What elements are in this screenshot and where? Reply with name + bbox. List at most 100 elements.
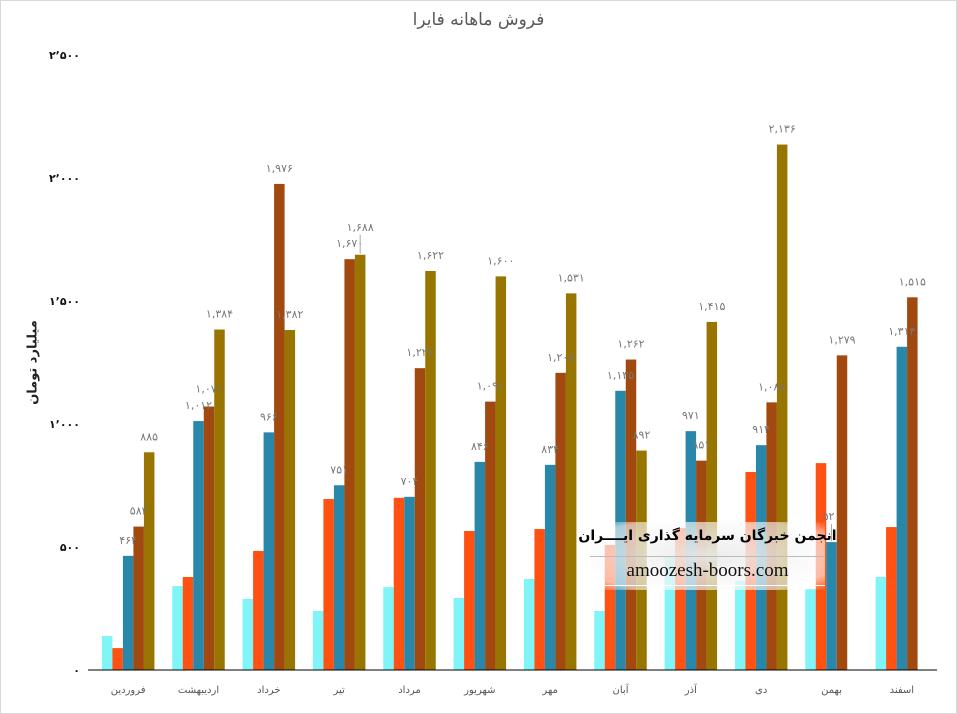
data-label: ۹۶۶ — [260, 410, 278, 423]
bar-series-3 — [263, 432, 275, 670]
x-tick-label: آبان — [613, 683, 630, 696]
bar-series-1 — [734, 580, 746, 670]
data-label: ۸۸۵ — [140, 430, 158, 443]
bar-series-1 — [875, 577, 887, 670]
bar-series-2 — [534, 529, 545, 670]
y-tick-label: ۲٬۰۰۰ — [49, 172, 80, 185]
bar-series-1 — [523, 578, 535, 670]
bar-series-4 — [344, 259, 355, 670]
bar-series-2 — [182, 577, 194, 670]
x-tick-label: مهر — [541, 685, 557, 696]
data-label: ۱,۱۳۵ — [607, 369, 634, 382]
bar-series-4 — [203, 406, 215, 670]
data-label: ۱,۹۷۶ — [266, 162, 293, 175]
x-tick-label: تیر — [333, 685, 346, 696]
bar-series-2 — [604, 545, 616, 670]
bar-series-2 — [393, 497, 405, 670]
bar-series-3 — [333, 485, 345, 670]
x-tick-label: اسفند — [890, 685, 914, 696]
y-tick-label: ۱٬۵۰۰ — [49, 295, 80, 308]
bar-series-3 — [896, 346, 908, 670]
bar-series-4 — [485, 401, 496, 670]
bar-series-1 — [101, 636, 113, 670]
x-tick-label: اردیبهشت — [178, 685, 219, 696]
data-label: ۸۳۴ — [541, 443, 559, 456]
data-label: ۱,۶۷۰ — [336, 237, 363, 250]
bar-series-1 — [664, 557, 676, 670]
watermark: انجمن خبرگان سرمایه گذاری ایــــران amoo… — [578, 522, 837, 590]
data-label: ۱,۳۱۴ — [888, 325, 915, 338]
data-label: ۱,۵۱۵ — [899, 275, 926, 288]
data-label: ۱,۲۰۸ — [547, 351, 574, 364]
watermark-divider — [605, 585, 825, 586]
data-label: ۷۵۱ — [330, 463, 348, 476]
bar-series-1 — [805, 589, 816, 670]
x-tick-label: دی — [755, 685, 767, 696]
data-label: ۸۵۱ — [692, 439, 710, 452]
data-label: ۵۲۰ — [823, 510, 841, 523]
watermark-divider — [590, 556, 825, 557]
bar-series-4 — [836, 355, 848, 670]
bar-series-3 — [474, 461, 486, 670]
bar-series-1 — [242, 598, 254, 670]
bar-series-4 — [907, 297, 918, 670]
bar-series-1 — [312, 610, 324, 670]
data-label: ۹۱۴ — [752, 423, 770, 436]
data-label: ۱,۴۱۵ — [698, 300, 725, 313]
x-tick-label: فروردین — [111, 685, 146, 696]
bar-series-4 — [133, 526, 144, 670]
bar-series-2 — [464, 531, 475, 670]
bar-series-3 — [404, 496, 415, 670]
chart-title: فروش ماهانه فایرا — [412, 10, 545, 30]
bar-series-4 — [555, 372, 566, 670]
bar-series-4 — [414, 368, 426, 670]
y-tick-label: ۱٬۰۰۰ — [49, 418, 80, 431]
data-label: ۵۸۳ — [130, 505, 148, 518]
bar-series-5 — [354, 254, 366, 670]
bar-series-3 — [826, 542, 837, 670]
data-label: ۲,۱۳۶ — [769, 123, 796, 136]
bar-series-1 — [594, 610, 605, 670]
data-label: ۱,۰۹۱ — [477, 380, 504, 393]
data-label: ۱,۳۸۲ — [276, 308, 303, 321]
bar-series-3 — [193, 421, 204, 670]
x-tick-label: مرداد — [398, 685, 421, 696]
data-label: ۱,۲۶۲ — [617, 338, 644, 351]
bar-series-1 — [172, 586, 183, 670]
data-label: ۱,۶۲۲ — [417, 249, 444, 262]
bar-series-5 — [565, 293, 577, 670]
data-label: ۹۷۱ — [682, 409, 700, 422]
bar-series-5 — [706, 321, 718, 670]
bar-series-5 — [776, 144, 788, 670]
bar-series-5 — [495, 276, 507, 670]
data-label: ۸۹۲ — [633, 429, 651, 442]
bar-series-3 — [122, 555, 134, 670]
bar-series-1 — [383, 587, 394, 670]
data-label: ۱,۲۷۹ — [828, 333, 855, 346]
bar-series-2 — [323, 499, 334, 670]
bar-series-3 — [544, 464, 556, 670]
bar-series-1 — [453, 597, 465, 670]
bar-series-2 — [112, 648, 123, 670]
x-tick-label: شهریور — [463, 685, 495, 696]
bar-series-5 — [214, 329, 225, 670]
x-tick-label: آذر — [684, 683, 698, 696]
data-label: ۴۶۴ — [119, 534, 137, 547]
y-tick-label: ۲٬۵۰۰ — [49, 49, 80, 62]
watermark-name: انجمن خبرگان سرمایه گذاری ایــــران — [578, 528, 837, 544]
data-label: ۱,۰۱۲ — [185, 399, 212, 412]
data-label: ۱,۵۳۱ — [558, 271, 585, 284]
x-tick-label: بهمن — [821, 685, 842, 696]
watermark-site: amoozesh-boors.com — [626, 560, 789, 581]
bar-series-4 — [625, 359, 637, 670]
data-label: ۱,۰۷۱ — [195, 383, 222, 396]
data-label: ۱,۲۲۷ — [406, 346, 433, 359]
data-label: ۱,۶۸۸ — [347, 221, 374, 234]
y-tick-label: ۰ — [73, 664, 80, 677]
bar-series-5 — [284, 330, 296, 670]
bar-series-2 — [253, 550, 264, 670]
data-label: ۱,۳۸۴ — [206, 308, 233, 321]
x-tick-label: خرداد — [257, 685, 280, 696]
bar-series-2 — [886, 527, 897, 670]
